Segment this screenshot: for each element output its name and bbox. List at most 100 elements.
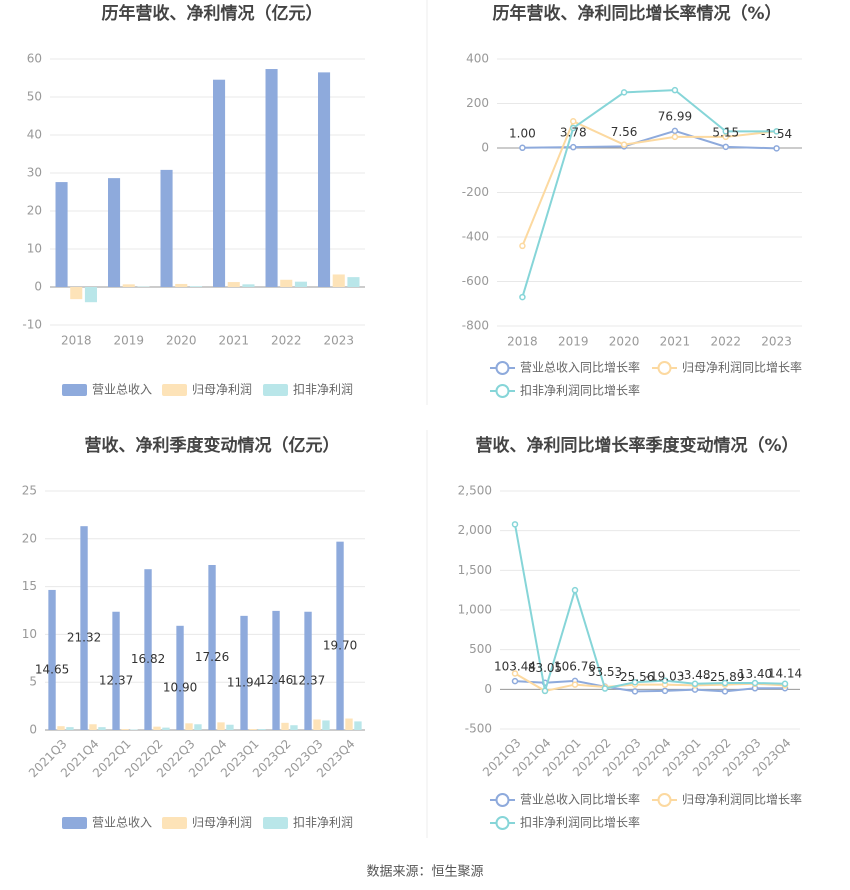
bar: [213, 79, 226, 288]
y-tick-label: 200: [466, 96, 489, 110]
bar: [160, 169, 173, 287]
point: [570, 124, 577, 132]
legend-label: 营业总收入: [92, 383, 152, 397]
bar: [227, 282, 240, 287]
legend-label: 归母净利润同比增长率: [682, 360, 802, 375]
bar: [265, 69, 278, 287]
bar: [89, 724, 97, 730]
y-tick-label: -600: [462, 274, 489, 288]
bar: [258, 729, 266, 730]
legend-label: 扣非净利润同比增长率: [520, 815, 640, 830]
bar: [189, 286, 202, 287]
legend-label: 扣非净利润: [293, 816, 353, 830]
y-tick-label: 0: [481, 141, 489, 155]
y-tick-label: 20: [27, 204, 42, 218]
x-tick-label: 2019: [558, 335, 589, 349]
value-label: 3.78: [560, 126, 587, 140]
point: [671, 133, 679, 141]
y-tick-label: 15: [22, 579, 37, 593]
line: [514, 672, 786, 692]
point: [570, 143, 577, 151]
value-label: 7.56: [611, 125, 638, 139]
bar: [280, 279, 293, 287]
y-tick-label: -500: [465, 722, 492, 736]
bar: [122, 284, 135, 287]
legend-swatch: [263, 817, 288, 829]
point: [661, 687, 669, 695]
legend-swatch: [62, 817, 87, 829]
bar: [281, 722, 289, 730]
x-tick-label: 2020: [609, 335, 640, 349]
y-tick-label: 1,000: [458, 603, 492, 617]
x-tick-label: 2018: [507, 335, 538, 349]
bar: [208, 564, 216, 730]
x-tick-label: 2020: [166, 334, 197, 348]
value-label: -3.48: [679, 668, 710, 682]
value-label: 1.00: [509, 126, 536, 140]
bar: [185, 723, 193, 730]
point: [671, 86, 679, 94]
point: [511, 521, 519, 528]
x-tick-label: 2021: [218, 334, 249, 348]
chart-title: 历年营收、净利同比增长率情况（%）: [492, 3, 781, 24]
y-tick-label: 1,500: [458, 563, 492, 577]
legend-swatch: [657, 793, 672, 807]
bar: [249, 729, 257, 730]
bar: [272, 610, 280, 730]
point: [511, 670, 519, 677]
legend-swatch: [657, 361, 672, 375]
point: [721, 679, 729, 687]
y-tick-label: 60: [27, 52, 42, 66]
bar: [290, 725, 298, 730]
x-tick-label: 2019: [113, 334, 144, 348]
line: [521, 119, 777, 247]
point: [620, 89, 628, 96]
y-tick-label: 25: [22, 484, 37, 498]
point: [661, 677, 669, 684]
bar: [175, 283, 188, 287]
legend-swatch: [495, 816, 510, 830]
bar: [217, 722, 225, 730]
point: [773, 145, 780, 152]
bar: [70, 287, 83, 300]
value-label: 5.15: [712, 125, 739, 139]
chart-title: 营收、净利同比增长率季度变动情况（%）: [475, 435, 798, 456]
value-label: 83.05: [528, 661, 562, 675]
bar: [55, 182, 68, 287]
bar: [226, 724, 234, 730]
legend-label: 扣非净利润: [293, 383, 353, 397]
point: [601, 685, 609, 692]
bar: [108, 178, 121, 287]
legend-label: 归母净利润同比增长率: [682, 792, 802, 807]
value-label: -19.03: [646, 669, 685, 683]
point: [519, 293, 526, 301]
legend-swatch: [495, 384, 510, 398]
y-tick-label: 20: [22, 531, 37, 545]
point: [541, 687, 549, 695]
line: [514, 524, 786, 692]
point: [519, 144, 526, 152]
legend-swatch: [263, 384, 288, 396]
y-tick-label: -800: [462, 319, 489, 333]
y-tick-label: 10: [27, 242, 42, 256]
y-tick-label: -10: [22, 318, 42, 332]
y-tick-label: 0: [484, 682, 492, 696]
point: [570, 118, 577, 125]
value-label: 103.44: [494, 660, 536, 674]
value-label: 76.99: [658, 109, 692, 123]
x-tick-label: 2021: [660, 335, 691, 349]
x-tick-label: 2018: [61, 334, 92, 348]
y-tick-label: 500: [469, 642, 492, 656]
bar: [66, 727, 74, 730]
value-label: 10.90: [163, 680, 197, 694]
value-label: 21.32: [67, 631, 101, 645]
bar: [176, 625, 184, 730]
point: [781, 680, 789, 688]
value-label: 14.65: [35, 662, 69, 676]
point: [722, 143, 729, 151]
bar: [144, 569, 152, 730]
value-label: 12.37: [99, 673, 133, 687]
y-tick-label: 0: [34, 280, 42, 294]
legend-label: 归母净利润: [192, 816, 252, 830]
bar: [153, 726, 161, 730]
